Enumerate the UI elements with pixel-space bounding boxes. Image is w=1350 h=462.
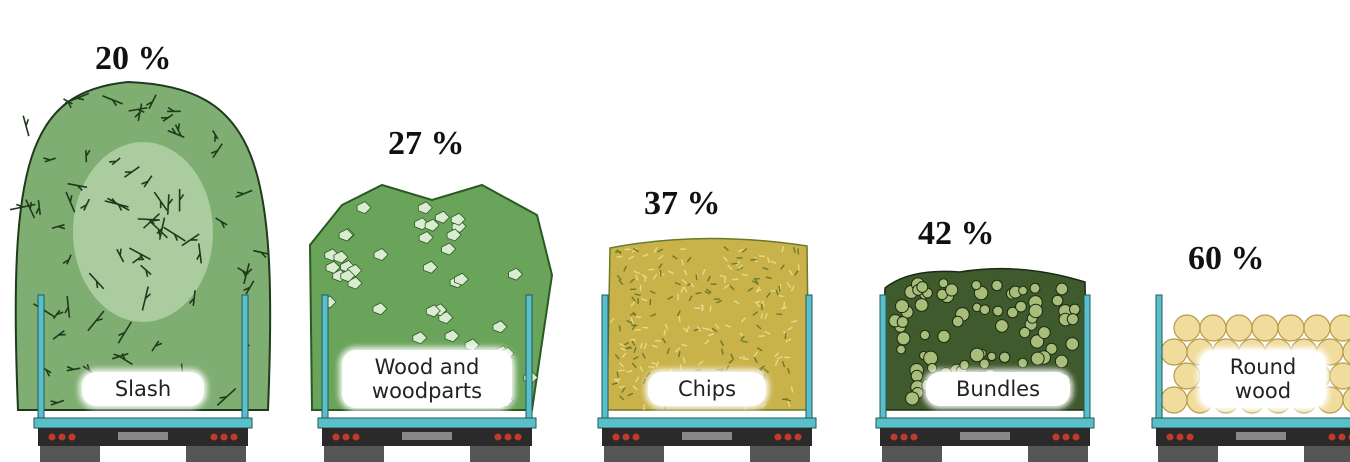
rear-wheels-right xyxy=(186,446,246,462)
chips-load xyxy=(606,237,810,411)
percentage-slash: 20 % xyxy=(95,40,172,77)
tail-light xyxy=(1062,433,1070,441)
log-end xyxy=(1342,387,1350,413)
truck-bundles xyxy=(875,267,1095,462)
tail-light xyxy=(910,433,918,441)
rear-wheels-left xyxy=(40,446,100,462)
log-end xyxy=(1303,314,1331,342)
tail-light xyxy=(1338,433,1346,441)
tail-light xyxy=(774,433,782,441)
right-stake xyxy=(805,294,813,421)
left-stake xyxy=(321,294,329,421)
tail-light xyxy=(210,433,218,441)
log-end xyxy=(1225,314,1253,342)
load-label-round-wood: Round wood xyxy=(1200,350,1326,408)
license-plate xyxy=(118,432,168,440)
left-stake xyxy=(601,294,609,421)
right-stake xyxy=(241,294,249,421)
load-label-slash: Slash xyxy=(82,372,204,406)
tail-light xyxy=(494,433,502,441)
load-label-chips: Chips xyxy=(648,372,766,406)
license-plate xyxy=(960,432,1010,440)
load-label-bundles: Bundles xyxy=(926,372,1070,406)
truck-bed xyxy=(1151,417,1350,429)
tail-light xyxy=(622,433,630,441)
log-end xyxy=(1173,362,1201,390)
log-end xyxy=(1329,362,1350,390)
truck-bed xyxy=(875,417,1095,429)
rear-wheels-left xyxy=(324,446,384,462)
left-stake xyxy=(879,294,887,421)
truck-bed xyxy=(597,417,817,429)
tail-light xyxy=(632,433,640,441)
tail-light xyxy=(1166,433,1174,441)
log-end xyxy=(1329,314,1350,342)
tail-light xyxy=(890,433,898,441)
percentage-bundles: 42 % xyxy=(918,215,995,252)
rear-wheels-left xyxy=(882,446,942,462)
left-stake xyxy=(37,294,45,421)
log-end xyxy=(1160,386,1188,414)
truck-wood-parts xyxy=(308,183,554,462)
tail-light xyxy=(1072,433,1080,441)
rear-wheels-right xyxy=(750,446,810,462)
right-stake xyxy=(525,294,533,421)
log-end xyxy=(1160,338,1188,366)
right-stake xyxy=(1083,294,1091,421)
tail-light xyxy=(48,433,56,441)
truck-chips xyxy=(597,237,817,462)
tail-light xyxy=(504,433,512,441)
log-end xyxy=(1342,339,1350,365)
tail-light xyxy=(352,433,360,441)
rear-wheels-right xyxy=(1304,446,1350,462)
percentage-round-wood: 60 % xyxy=(1188,240,1265,277)
log-end xyxy=(1173,314,1201,342)
tail-light xyxy=(58,433,66,441)
tail-light xyxy=(900,433,908,441)
tail-light xyxy=(612,433,620,441)
left-stake xyxy=(1155,294,1163,421)
load-label-wood-parts: Wood and woodparts xyxy=(342,350,512,408)
rear-wheels-left xyxy=(1158,446,1218,462)
tail-light xyxy=(1176,433,1184,441)
tail-light xyxy=(1186,433,1194,441)
log-end xyxy=(1199,314,1227,342)
tail-light xyxy=(68,433,76,441)
tail-light xyxy=(1328,433,1336,441)
truck-slash xyxy=(9,80,272,462)
tail-light xyxy=(1052,433,1060,441)
tail-light xyxy=(230,433,238,441)
truck-bed xyxy=(317,417,537,429)
license-plate xyxy=(1236,432,1286,440)
license-plate xyxy=(682,432,732,440)
tail-light xyxy=(784,433,792,441)
tail-light xyxy=(514,433,522,441)
tail-light xyxy=(342,433,350,441)
license-plate xyxy=(402,432,452,440)
rear-wheels-right xyxy=(1028,446,1088,462)
tail-light xyxy=(794,433,802,441)
log-end xyxy=(1277,314,1305,342)
percentage-chips: 37 % xyxy=(644,185,721,222)
percentage-wood-parts: 27 % xyxy=(388,125,465,162)
truck-bed xyxy=(33,417,253,429)
tail-light xyxy=(220,433,228,441)
rear-wheels-left xyxy=(604,446,664,462)
tail-light xyxy=(332,433,340,441)
log-end xyxy=(1251,314,1279,342)
rear-wheels-right xyxy=(470,446,530,462)
